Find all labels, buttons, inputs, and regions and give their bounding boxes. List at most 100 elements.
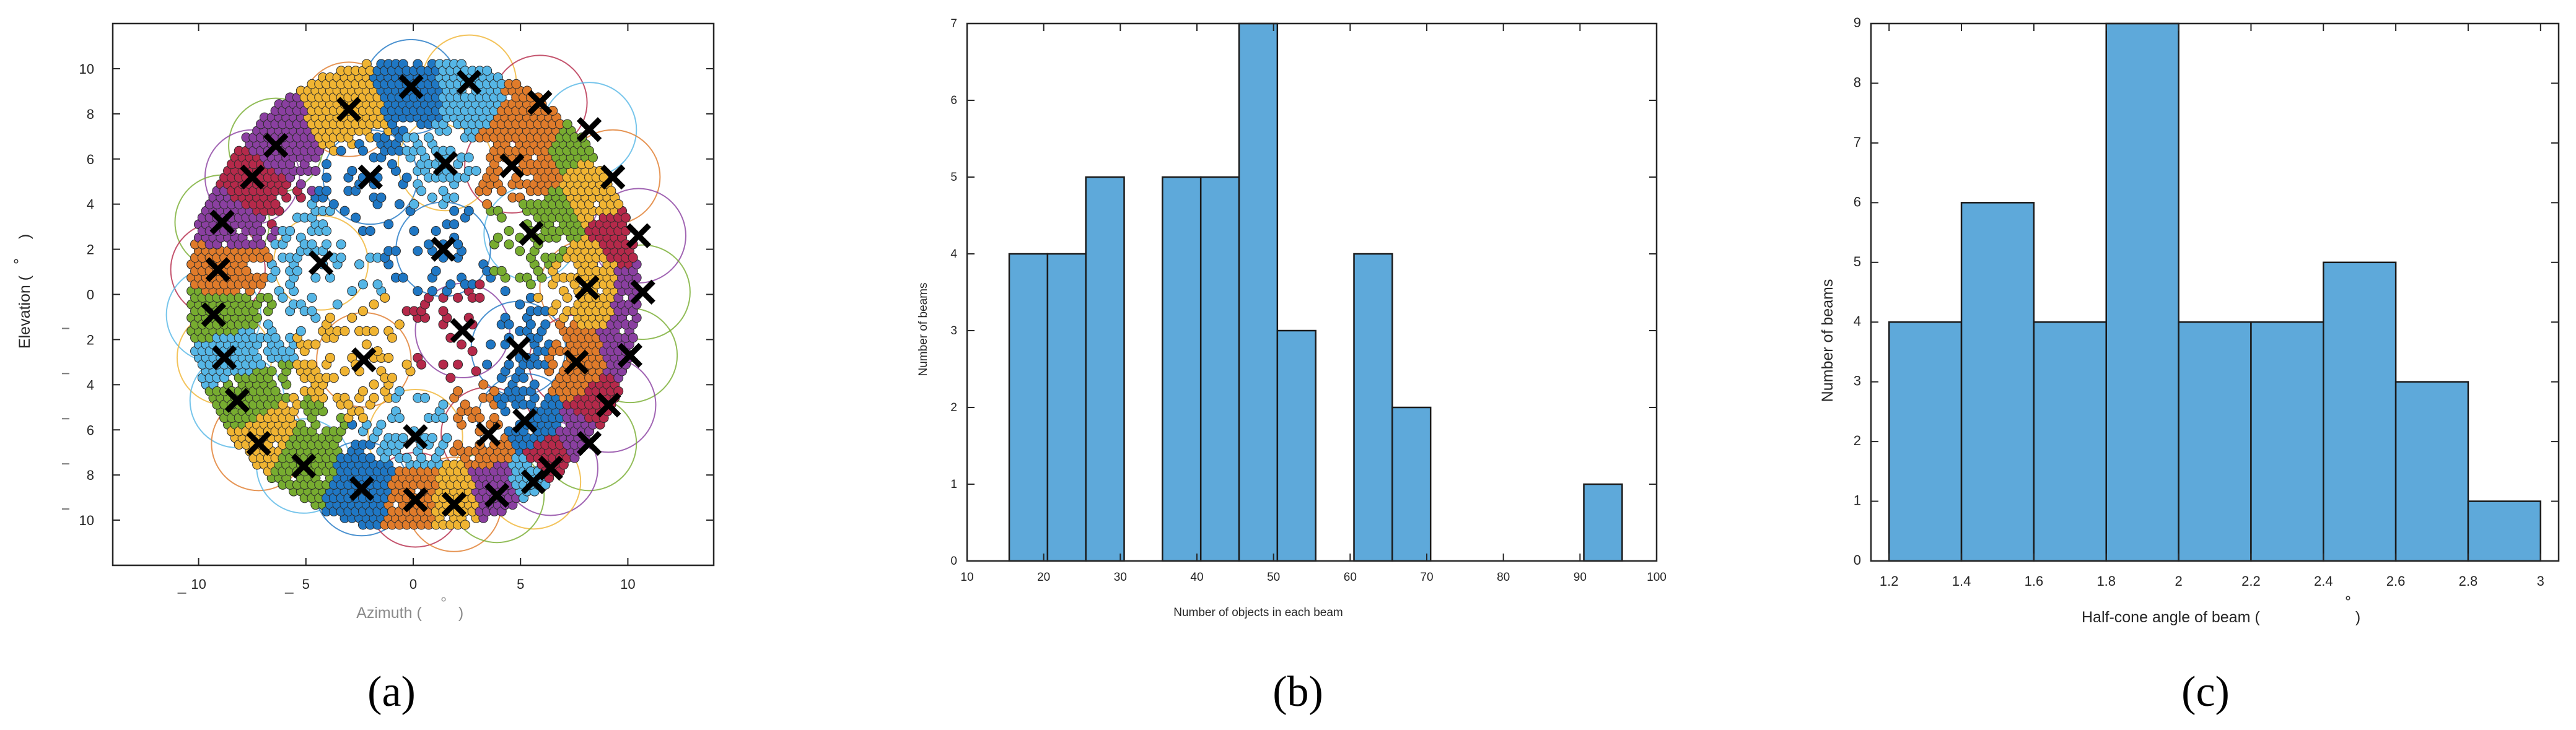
- object-dot: [423, 239, 434, 250]
- object-dot: [471, 165, 481, 176]
- histogram-bars: [1008, 22, 1623, 562]
- beam-center-marker: [431, 237, 456, 262]
- histogram-bar: [1046, 253, 1087, 562]
- x-tick-label: 70: [1420, 571, 1433, 584]
- object-dot: [504, 226, 514, 237]
- object-dot: [548, 359, 558, 370]
- beam-center-marker: [336, 97, 362, 122]
- object-dot: [354, 259, 365, 269]
- beam-center-marker: [484, 482, 510, 508]
- object-dot: [489, 412, 499, 423]
- object-dot: [343, 399, 354, 410]
- histogram-bar: [1353, 253, 1393, 562]
- object-dot: [438, 399, 449, 410]
- y-tick-label: 8: [87, 106, 94, 122]
- object-dot: [493, 232, 503, 243]
- object-dot: [420, 393, 431, 403]
- object-dot: [310, 272, 321, 283]
- object-dot: [427, 193, 437, 203]
- y-tick-label: 2: [87, 332, 94, 347]
- histogram-bar: [1960, 202, 2035, 562]
- object-dot: [340, 206, 350, 216]
- beam-center-marker: [564, 349, 589, 375]
- object-dot: [394, 319, 405, 329]
- x-tick-label: 60: [1344, 571, 1357, 584]
- histogram-bar: [1085, 176, 1125, 562]
- object-dot: [383, 219, 394, 230]
- object-dot: [449, 219, 460, 230]
- object-dot: [409, 226, 419, 237]
- object-dot: [525, 279, 536, 290]
- y-tick-label: 8: [1854, 74, 1861, 90]
- histogram-bar: [1008, 253, 1049, 562]
- beam-center-marker: [403, 487, 428, 513]
- object-dot: [357, 279, 368, 290]
- beam-center-marker: [201, 302, 227, 328]
- y-tick-label: 2: [87, 242, 94, 258]
- degree-symbol: °: [2345, 593, 2351, 611]
- beam-center-marker: [456, 69, 482, 95]
- plot-frame: [966, 22, 1658, 562]
- x-tick-label: 5: [517, 576, 524, 592]
- panel-label: (b): [1273, 668, 1323, 716]
- x-tick-label: 2: [2175, 573, 2182, 589]
- x-tick-label: 1.6: [2025, 573, 2044, 589]
- panel-b-histogram: 10 20 30 40 50 60 70 80 90 100 0 1 2 3 4 5 6 7 Number of …: [917, 17, 1667, 716]
- x-tick-label: 10: [960, 571, 973, 584]
- object-dot: [442, 433, 452, 443]
- object-dot: [445, 279, 456, 290]
- beam-center-marker: [432, 150, 458, 176]
- y-axis-label: Number of beams: [917, 282, 930, 376]
- object-dot: [270, 266, 281, 276]
- x-axis-label: Half-cone angle of beam (: [2082, 609, 2260, 626]
- y-tick-label: 6: [950, 94, 957, 107]
- histogram-bar: [1162, 176, 1202, 562]
- object-dot: [263, 319, 273, 329]
- x-tick-label: 10: [620, 576, 635, 592]
- beam-center-marker: [398, 74, 424, 100]
- beam-center-marker: [357, 164, 383, 190]
- closing-paren: ): [2355, 609, 2360, 626]
- panel-a-scatter: 10 5 0 5 10 10 8 6 4 2 0 2 4 6 8 10 Elevation ( ° ) Azi…: [11, 22, 715, 716]
- histogram-bar: [1391, 406, 1432, 562]
- beam-center-marker: [291, 453, 317, 479]
- panel-label: (c): [2181, 668, 2230, 716]
- object-dot: [515, 299, 525, 310]
- y-tick-label: 0: [950, 555, 957, 568]
- x-tick-label: 30: [1114, 571, 1127, 584]
- object-dot: [482, 359, 493, 370]
- histogram-bar: [1199, 176, 1240, 562]
- object-dot: [471, 366, 481, 376]
- y-tick-label: 6: [87, 422, 94, 438]
- object-dot: [515, 246, 525, 256]
- object-dot: [628, 253, 638, 263]
- object-dot: [416, 146, 427, 156]
- object-dot: [438, 306, 449, 316]
- plot-frame: [1870, 22, 2560, 562]
- object-dot: [336, 253, 346, 263]
- closing-paren: ): [16, 234, 33, 239]
- object-dot: [401, 172, 412, 183]
- object-dot: [438, 412, 449, 423]
- histogram-bar: [2178, 321, 2252, 562]
- object-dot: [496, 266, 507, 276]
- object-dot: [241, 266, 252, 276]
- object-dot: [361, 339, 372, 350]
- object-dot: [449, 193, 460, 203]
- beam-center-marker: [576, 430, 602, 456]
- object-dot: [413, 246, 423, 256]
- x-tick-label: 5: [302, 576, 310, 592]
- beam-center-marker: [246, 430, 271, 456]
- object-dot: [307, 359, 317, 370]
- object-dot: [357, 386, 368, 396]
- x-tick-label: 1.2: [1880, 573, 1899, 589]
- object-dot: [431, 266, 441, 276]
- object-dot: [351, 212, 361, 223]
- object-dot: [489, 386, 499, 396]
- object-dot: [438, 186, 449, 196]
- object-dot: [427, 433, 437, 443]
- object-dot: [427, 286, 437, 297]
- y-tick-label: 1: [1854, 493, 1861, 508]
- object-dot: [504, 319, 514, 329]
